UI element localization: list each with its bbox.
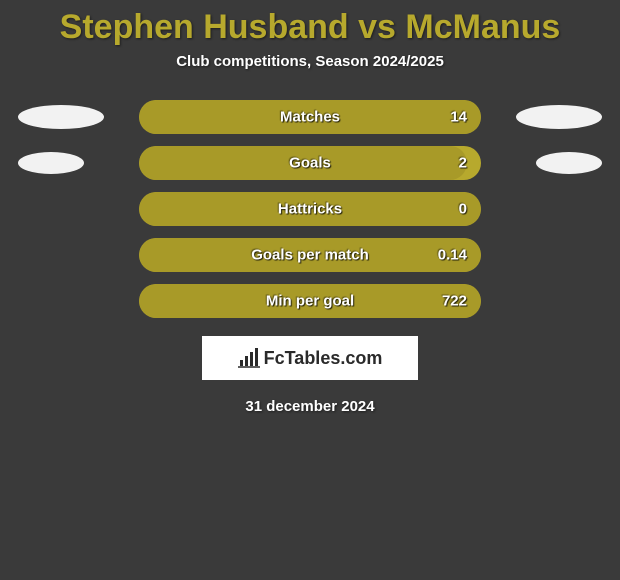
stat-bar: Goals per match 0.14 [139, 238, 481, 272]
stat-value: 722 [442, 293, 467, 310]
player1-ellipse [18, 105, 104, 129]
title-vs: vs [358, 8, 396, 46]
stat-label: Goals per match [251, 247, 369, 264]
stat-label: Hattricks [278, 201, 342, 218]
stat-bar: Hattricks 0 [139, 192, 481, 226]
stat-value: 2 [459, 155, 467, 172]
logo-box: FcTables.com [202, 336, 418, 380]
subtitle: Club competitions, Season 2024/2025 [0, 53, 620, 70]
date-text: 31 december 2024 [0, 398, 620, 415]
page-title: Stephen Husband vs McManus [0, 0, 620, 47]
stat-bar: Goals 2 [139, 146, 481, 180]
title-player1: Stephen Husband [60, 8, 349, 46]
player1-ellipse [18, 152, 84, 174]
stat-label: Matches [280, 109, 340, 126]
stat-bar: Min per goal 722 [139, 284, 481, 318]
stat-label: Goals [289, 155, 331, 172]
stat-row: Min per goal 722 [0, 284, 620, 318]
stat-row: Goals per match 0.14 [0, 238, 620, 272]
bar-chart-icon [238, 348, 260, 368]
stat-value: 0 [459, 201, 467, 218]
logo-text: FcTables.com [264, 348, 383, 369]
title-player2: McManus [405, 8, 560, 46]
player2-ellipse [516, 105, 602, 129]
stat-row: Hattricks 0 [0, 192, 620, 226]
stat-row: Matches 14 [0, 100, 620, 134]
stat-label: Min per goal [266, 293, 354, 310]
stat-bar: Matches 14 [139, 100, 481, 134]
player2-ellipse [536, 152, 602, 174]
stat-value: 14 [450, 109, 467, 126]
stats-chart: Matches 14 Goals 2 Hattricks 0 Goals per match… [0, 100, 620, 318]
stat-row: Goals 2 [0, 146, 620, 180]
stat-value: 0.14 [438, 247, 467, 264]
